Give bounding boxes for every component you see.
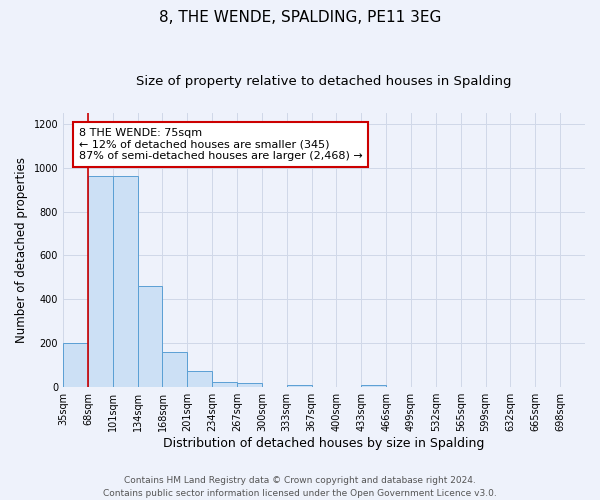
Text: 8 THE WENDE: 75sqm
← 12% of detached houses are smaller (345)
87% of semi-detach: 8 THE WENDE: 75sqm ← 12% of detached hou… (79, 128, 362, 161)
Bar (88, 176, 113, 387)
Title: Size of property relative to detached houses in Spalding: Size of property relative to detached ho… (136, 75, 512, 88)
Bar (237, 384, 262, 387)
Bar (137, 286, 163, 387)
Text: 8, THE WENDE, SPALDING, PE11 3EG: 8, THE WENDE, SPALDING, PE11 3EG (159, 10, 441, 25)
Bar (287, 385, 311, 387)
Bar (212, 382, 237, 387)
Text: Contains HM Land Registry data © Crown copyright and database right 2024.
Contai: Contains HM Land Registry data © Crown c… (103, 476, 497, 498)
Bar (63, 344, 88, 387)
X-axis label: Distribution of detached houses by size in Spalding: Distribution of detached houses by size … (163, 437, 485, 450)
Bar (361, 385, 386, 387)
Bar (113, 176, 137, 387)
Y-axis label: Number of detached properties: Number of detached properties (15, 157, 28, 343)
Bar (187, 372, 212, 387)
Bar (163, 352, 187, 387)
